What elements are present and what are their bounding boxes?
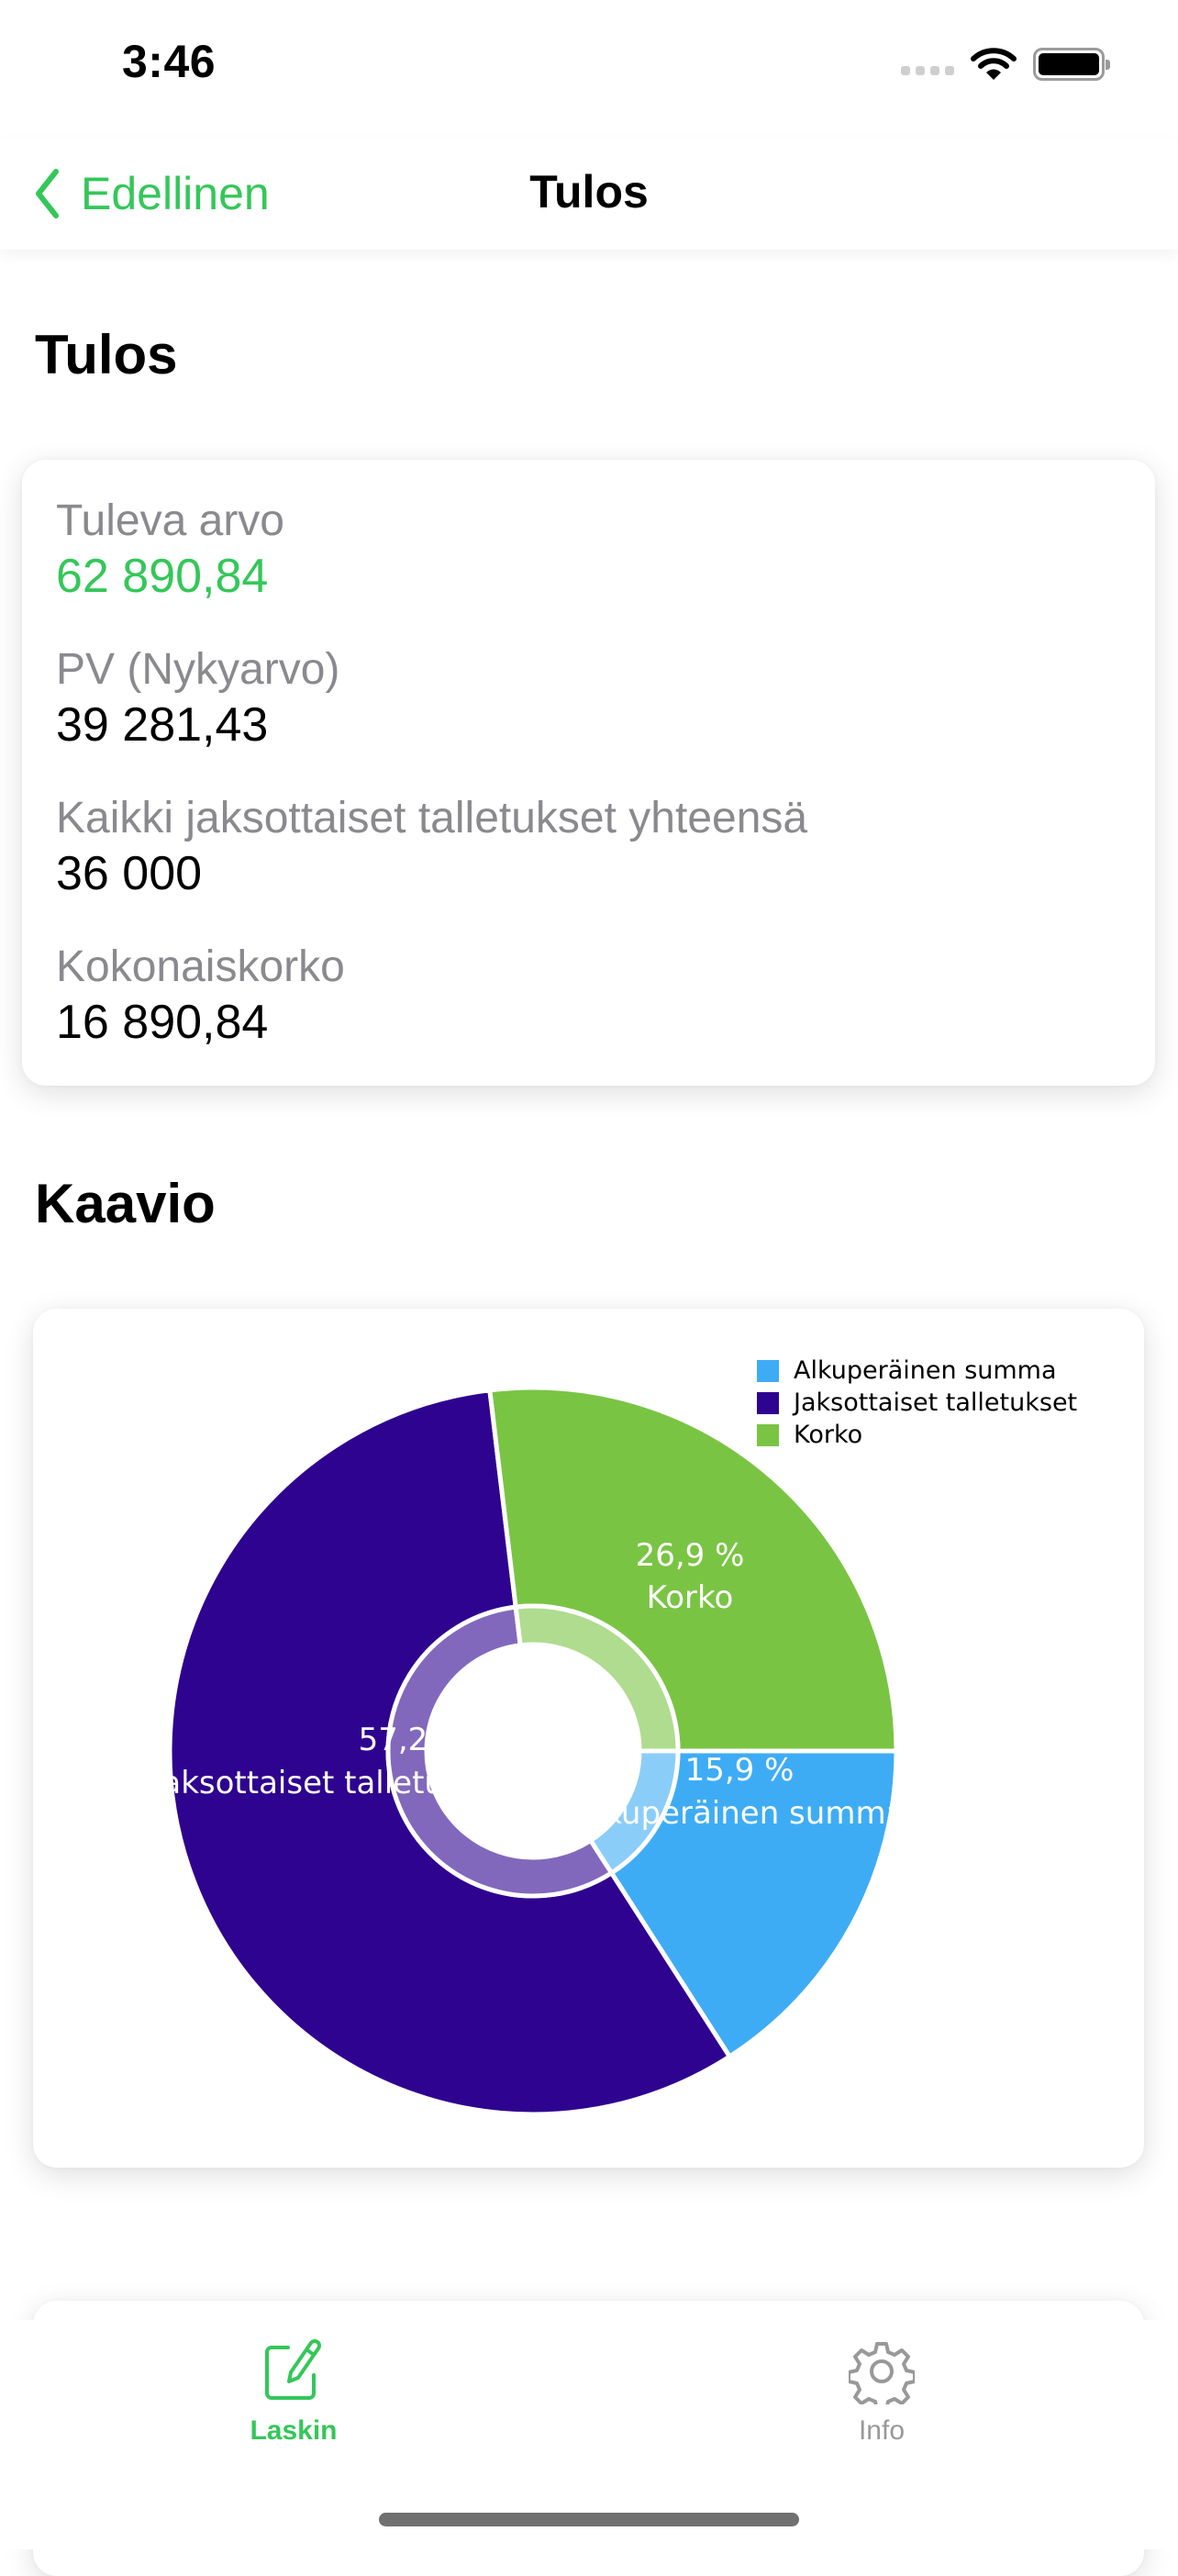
slice-label-pct-deposits: 57,2 % [359, 1722, 468, 1758]
slice-label-name-deposits: Jaksottaiset talletukset [150, 1765, 509, 1801]
result-value: 39 281,43 [56, 698, 269, 752]
cellular-signal-icon [901, 66, 954, 75]
nav-title: Tulos [529, 166, 649, 217]
legend-swatch [757, 1423, 779, 1446]
result-item-present-value: PV (Nykyarvo) 39 281,43 [56, 643, 807, 792]
tab-label: Info [858, 2415, 906, 2446]
chevron-left-icon [36, 169, 59, 218]
slice-labels: 57,2 % Jaksottaiset talletukset 26,9 % K… [150, 1537, 905, 1832]
legend-item-original-sum[interactable]: Alkuperäinen summa [757, 1355, 1077, 1387]
legend-label: Korko [794, 1421, 863, 1449]
slice-interest-inner-ring [513, 1603, 681, 1754]
result-label: PV (Nykyarvo) [56, 645, 340, 694]
gear-icon [849, 2342, 915, 2404]
result-label: Kaikki jaksottaiset talletukset yhteensä [56, 794, 808, 842]
slice-label-name-original: Alkuperäinen summa [574, 1795, 906, 1832]
legend-label: Jaksottaiset talletukset [794, 1388, 1078, 1417]
chart-heading: Kaavio [35, 1173, 216, 1234]
result-label: Tuleva arvo [56, 496, 284, 545]
legend-swatch [757, 1391, 779, 1414]
results-card: Tuleva arvo 62 890,84 PV (Nykyarvo) 39 2… [22, 460, 1155, 1086]
back-button[interactable]: Edellinen [33, 162, 270, 226]
chart-card: 57,2 % Jaksottaiset talletukset 26,9 % K… [33, 1309, 1144, 2168]
tab-info[interactable]: Info [790, 2338, 973, 2447]
tab-label: Laskin [250, 2415, 338, 2446]
pie-slices [167, 1385, 899, 2117]
slice-label-pct-interest: 26,9 % [636, 1537, 745, 1574]
slice-periodic-deposits-inner-ring [385, 1604, 615, 1899]
results-list: Tuleva arvo 62 890,84 PV (Nykyarvo) 39 2… [56, 495, 807, 1089]
wifi-icon [971, 48, 1017, 80]
legend-item-periodic-deposits[interactable]: Jaksottaiset talletukset [757, 1387, 1077, 1419]
results-heading: Tulos [35, 324, 178, 385]
result-value: 62 890,84 [56, 550, 269, 603]
navigation-bar: Tulos Edellinen [0, 138, 1178, 250]
result-value: 36 000 [56, 847, 203, 900]
result-value: 16 890,84 [56, 996, 269, 1049]
slice-label-pct-original: 15,9 % [685, 1752, 795, 1789]
chart-legend: Alkuperäinen summa Jaksottaiset talletuk… [757, 1355, 1077, 1451]
back-button-label: Edellinen [81, 168, 270, 219]
result-item-total-deposits: Kaikki jaksottaiset talletukset yhteensä… [56, 792, 807, 941]
legend-label: Alkuperäinen summa [794, 1356, 1057, 1385]
battery-icon [1033, 48, 1110, 81]
pencil-square-icon [265, 2339, 321, 2400]
tab-laskin[interactable]: Laskin [202, 2338, 385, 2447]
legend-swatch [757, 1359, 779, 1382]
slice-label-name-interest: Korko [647, 1579, 734, 1616]
result-label: Kokonaiskorko [56, 942, 345, 991]
result-item-total-interest: Kokonaiskorko 16 890,84 [56, 941, 807, 1089]
legend-item-interest[interactable]: Korko [757, 1419, 1077, 1451]
result-item-future-value: Tuleva arvo 62 890,84 [56, 495, 807, 643]
status-icons [901, 46, 1110, 83]
home-indicator [379, 2513, 799, 2526]
status-time: 3:46 [122, 36, 217, 87]
tab-bar: Laskin Info [0, 2320, 1178, 2549]
donut-chart[interactable]: 57,2 % Jaksottaiset talletukset 26,9 % K… [33, 1309, 1144, 2168]
